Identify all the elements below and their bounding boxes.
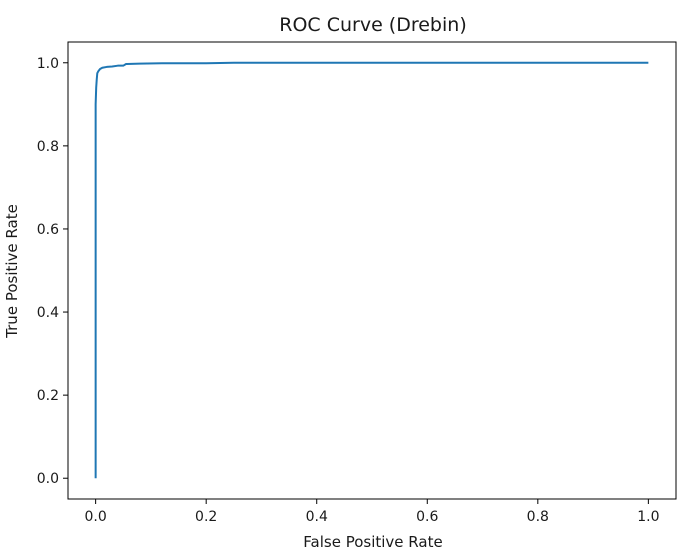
y-tick-label: 0.6 [37,222,59,238]
y-tick-label: 0.2 [37,388,59,404]
chart-title: ROC Curve (Drebin) [279,14,466,36]
x-tick-label: 0.4 [306,509,328,525]
plot-area [67,41,677,500]
y-tick-label: 0.0 [37,471,59,487]
x-axis-label: False Positive Rate [303,533,442,551]
y-tick-label: 1.0 [37,56,59,72]
y-axis: 0.0 0.2 0.4 0.6 0.8 1.0 [37,56,68,487]
x-tick-label: 0.0 [85,509,107,525]
x-tick-label: 0.2 [195,509,217,525]
roc-curve-line-0 [94,61,649,479]
x-tick-label: 1.0 [637,509,659,525]
x-tick-label: 0.6 [416,509,438,525]
x-axis: 0.0 0.2 0.4 0.6 0.8 1.0 [85,499,659,525]
x-tick-label: 0.8 [527,509,549,525]
plot-frame [67,41,677,500]
y-axis-label: True Positive Rate [3,204,21,339]
y-tick-label: 0.4 [37,305,59,321]
y-tick-label: 0.8 [37,139,59,155]
